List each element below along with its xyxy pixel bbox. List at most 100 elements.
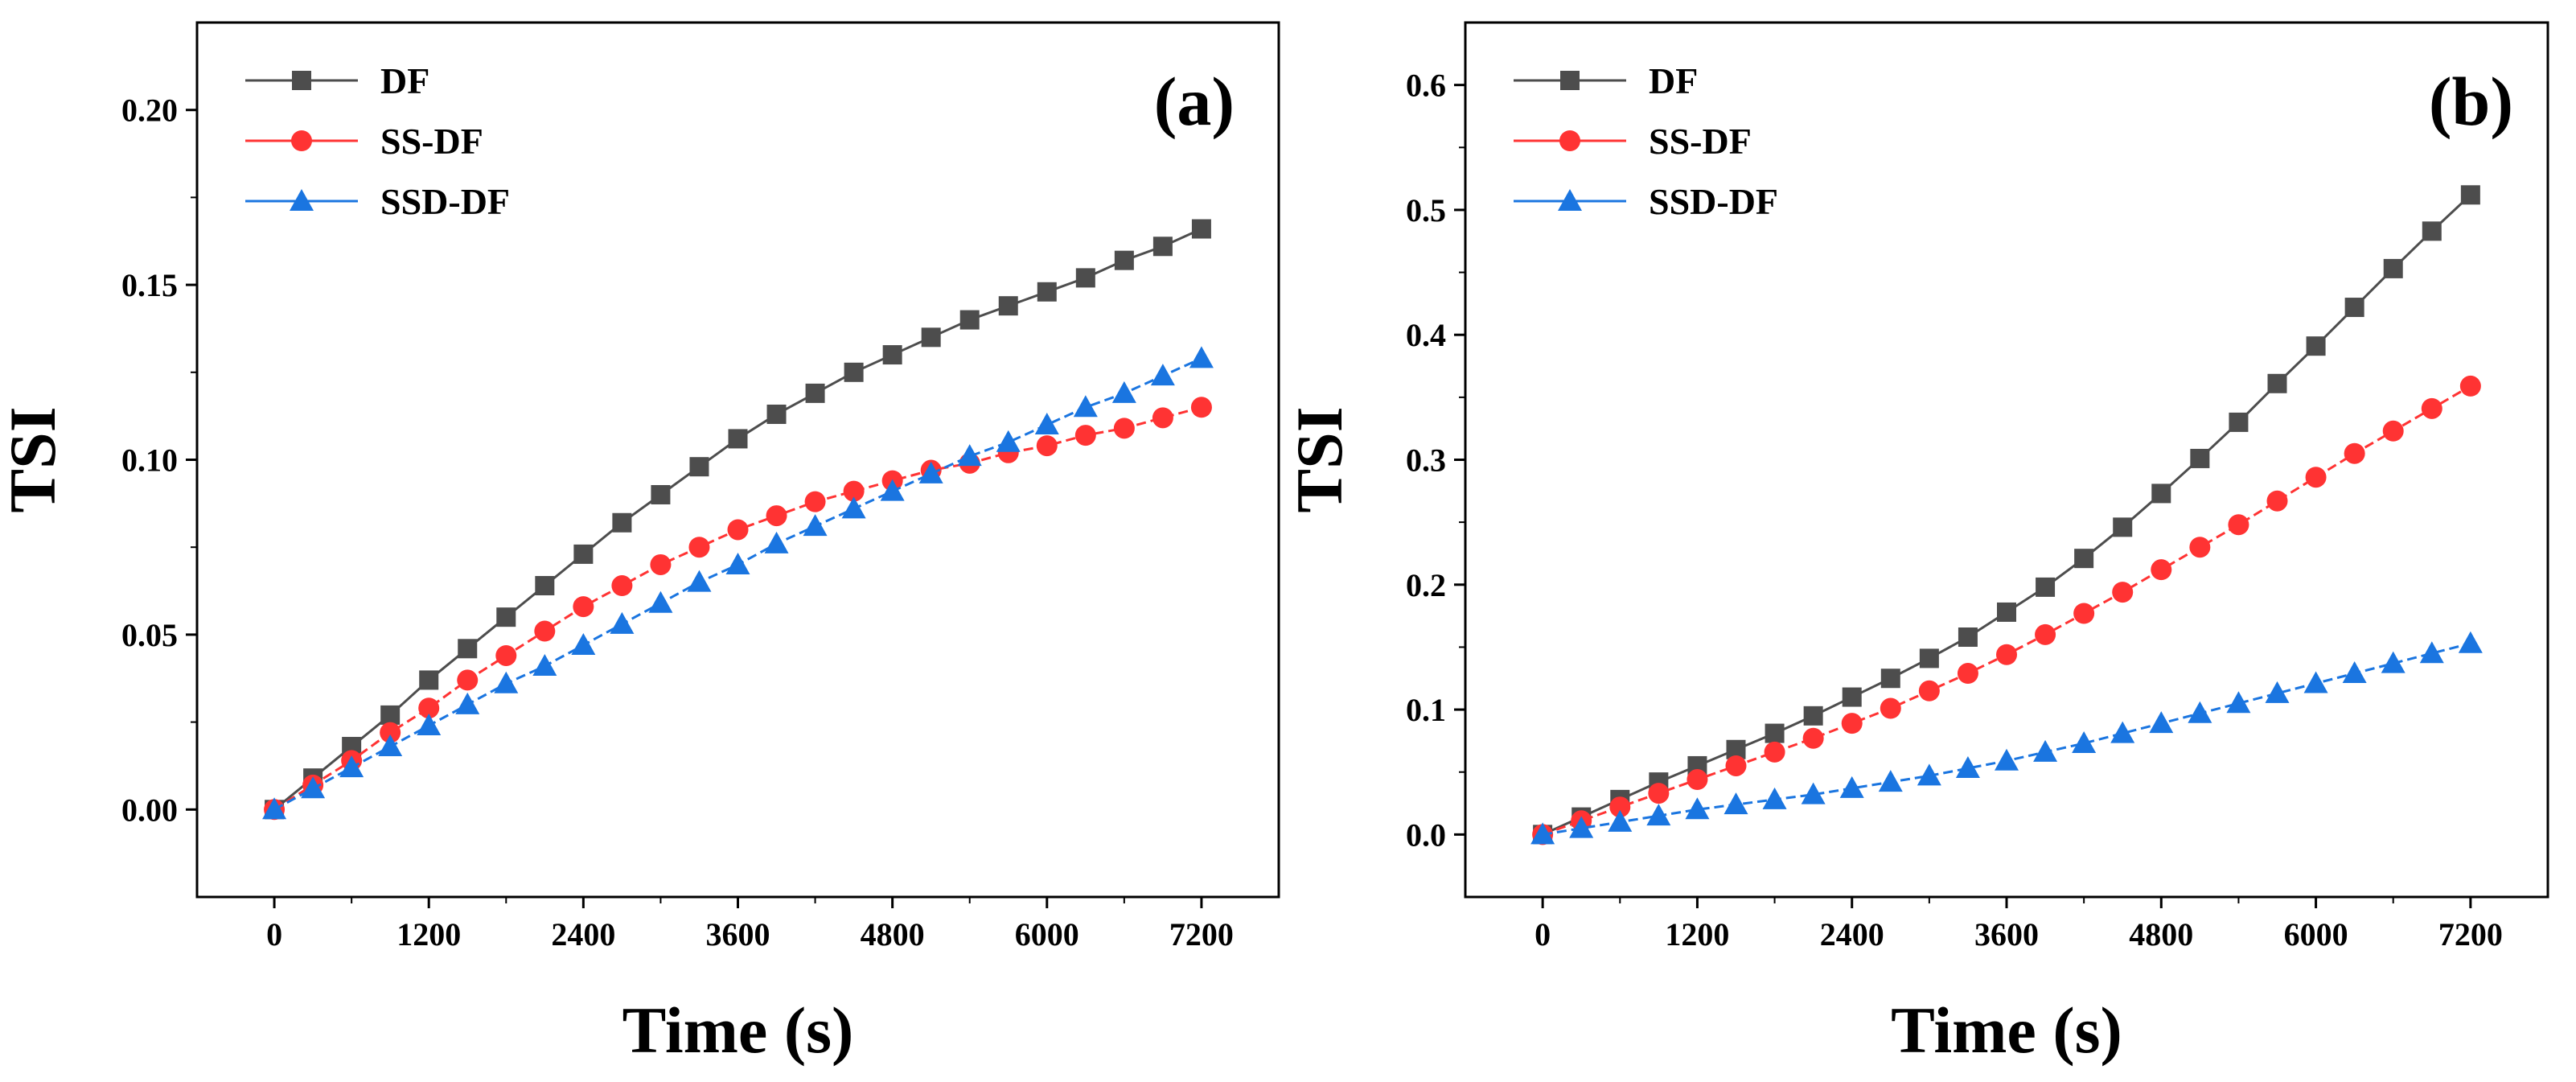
data-point	[918, 461, 943, 483]
data-point	[378, 734, 403, 757]
data-point	[1646, 804, 1671, 826]
data-point	[1530, 822, 1555, 845]
data-point	[2306, 336, 2326, 356]
data-point	[1725, 755, 1747, 776]
data-point	[1036, 435, 1058, 457]
data-point	[959, 310, 980, 330]
legend-label: DF	[1649, 60, 1698, 101]
data-point	[2459, 375, 2481, 397]
y-tick-label: 0.20	[121, 93, 178, 129]
y-tick-label: 0.2	[1406, 567, 1446, 603]
data-point	[689, 457, 709, 477]
data-point	[2344, 298, 2364, 318]
data-point	[1152, 407, 1173, 429]
data-point	[1073, 395, 1098, 418]
data-point	[1189, 346, 1214, 368]
data-point	[921, 327, 941, 348]
data-point	[1150, 364, 1175, 386]
data-point	[687, 570, 712, 592]
data-point	[764, 531, 789, 553]
legend-marker	[1560, 71, 1580, 90]
data-point	[1114, 250, 1134, 270]
data-point	[262, 797, 287, 820]
series-line	[1542, 194, 2471, 836]
data-point	[2072, 730, 2097, 753]
legend-marker	[291, 130, 312, 151]
data-point	[339, 755, 364, 778]
data-point	[417, 713, 442, 735]
data-point	[2151, 483, 2171, 504]
data-point	[571, 632, 596, 655]
data-point	[1152, 237, 1173, 257]
data-point	[1075, 268, 1095, 288]
data-point	[766, 404, 787, 424]
data-point	[2035, 623, 2056, 645]
legend-label: SSD-DF	[1649, 181, 1778, 222]
x-tick-label: 4800	[861, 916, 925, 952]
data-point	[2110, 721, 2135, 743]
data-point	[1037, 282, 1057, 302]
panel-label: (a)	[1154, 63, 1235, 140]
data-point	[534, 620, 556, 642]
data-point	[2074, 549, 2094, 569]
data-point	[2151, 559, 2172, 581]
data-point	[573, 596, 594, 618]
data-point	[843, 480, 865, 502]
data-point	[1191, 219, 1211, 239]
legend-marker	[1559, 130, 1580, 151]
y-tick-label: 0.1	[1406, 692, 1446, 728]
y-tick-label: 0.6	[1406, 68, 1446, 104]
data-point	[727, 519, 749, 541]
data-point	[610, 611, 635, 634]
data-point	[1765, 723, 1785, 743]
data-point	[2189, 537, 2211, 558]
series-ssd-df	[262, 346, 1214, 820]
data-point	[725, 552, 750, 574]
x-axis-title: Time (s)	[622, 994, 854, 1067]
data-point	[2229, 412, 2249, 432]
panel-a: 0 1200 2400 3600 4800 6000 7200 0.00 0.05 0.10 0.1…	[0, 21, 1280, 1067]
data-point	[803, 514, 828, 537]
data-point	[1841, 713, 1863, 734]
data-point	[2383, 258, 2403, 278]
legend-marker	[290, 189, 314, 211]
x-tick-label: 2400	[1820, 916, 1884, 952]
y-axis-title: TSI	[0, 406, 69, 512]
data-point	[419, 670, 439, 690]
data-point	[880, 479, 905, 501]
legend-label: DF	[380, 60, 429, 101]
data-point	[455, 692, 480, 714]
x-tick-label: 2400	[551, 916, 615, 952]
x-tick-label: 7200	[1169, 916, 1234, 952]
y-tick-label: 0.3	[1406, 442, 1446, 479]
data-point	[844, 362, 864, 382]
data-point	[2419, 641, 2444, 664]
series-ss-df	[1532, 375, 2481, 845]
legend-label: SSD-DF	[380, 181, 510, 222]
panel-b: 0 1200 2400 3600 4800 6000 7200 0.0 0.1 0.2 0.3 0.4…	[1283, 21, 2549, 1067]
data-point	[1918, 680, 1940, 701]
legend-marker	[292, 71, 311, 90]
data-point	[2036, 577, 2056, 597]
y-tick-label: 0.05	[121, 617, 178, 653]
x-tick-label: 6000	[2284, 916, 2348, 952]
data-point	[1111, 381, 1136, 403]
data-point	[2422, 221, 2442, 241]
data-point	[1762, 787, 1787, 809]
x-tick-label: 4800	[2129, 916, 2193, 952]
data-point	[1878, 770, 1903, 792]
data-point	[2421, 397, 2442, 419]
data-point	[957, 444, 982, 467]
series-line	[273, 228, 1202, 811]
data-point	[1723, 792, 1748, 815]
data-point	[2112, 582, 2134, 603]
panel-label: (b)	[2429, 63, 2513, 140]
series-line	[1542, 642, 2471, 836]
data-point	[532, 654, 557, 677]
data-point	[2381, 651, 2405, 673]
y-tick-label: 0.5	[1406, 192, 1446, 228]
x-tick-label: 1200	[1665, 916, 1729, 952]
series-df	[265, 219, 1211, 820]
x-tick-label: 0	[1535, 916, 1551, 952]
y-axis-title: TSI	[1283, 406, 1356, 512]
